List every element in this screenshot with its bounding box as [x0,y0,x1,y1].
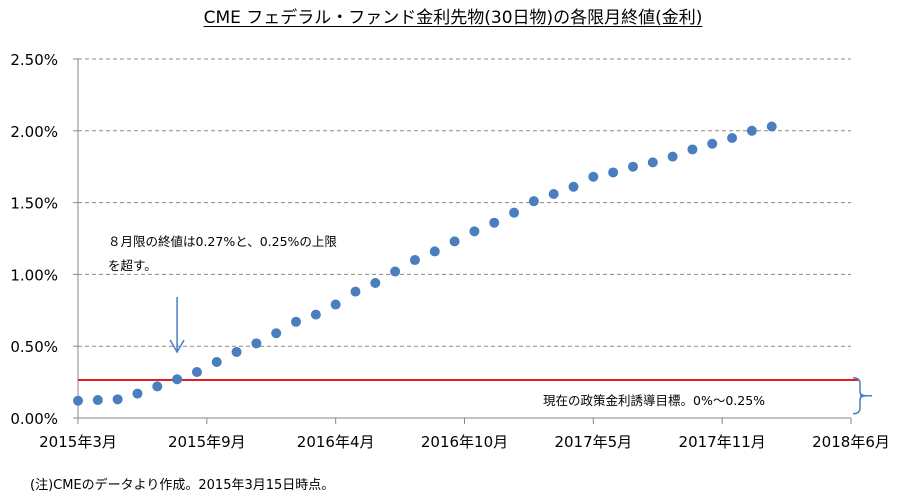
data-point [271,328,282,339]
data-point [449,236,460,247]
data-point [627,161,638,172]
x-tick-label: 2016年4月 [297,433,375,451]
data-point [350,286,361,297]
data-point [330,299,341,310]
annotation-policy-target: 現在の政策金利誘導目標。0%～0.25% [543,393,765,408]
y-tick-label: 1.50% [10,195,58,213]
data-point [291,316,302,327]
data-point [568,181,579,192]
data-point [489,217,500,228]
x-tick-label: 2016年10月 [421,433,508,451]
data-point [647,157,658,168]
y-tick-labels: 0.00% 0.50% 1.00% 1.50% 2.00% 2.50% [10,51,58,428]
annotation-august-line1: ８月限の終値は0.27%と、0.25%の上限 [108,234,337,249]
data-point [727,132,738,143]
data-point [548,188,559,199]
data-point [172,374,183,385]
x-tick-labels: 2015年3月 2015年9月 2016年4月 2016年10月 2017年5月 2017… [39,433,890,451]
data-point [409,255,420,266]
x-tick-label: 2018年6月 [812,433,890,451]
chart-title: CME フェデラル・ファンド金利先物(30日物)の各限月終値(金利) [203,8,703,28]
data-point [251,338,262,349]
data-point [310,309,321,320]
data-point [766,121,777,132]
axes [73,58,852,424]
x-tick-label: 2017年5月 [554,433,632,451]
data-point [687,144,698,155]
y-tick-label: 2.50% [10,51,58,69]
data-point [211,356,222,367]
annotation-august-line2: を超す。 [108,258,157,273]
data-point [73,395,83,406]
data-point [746,125,757,136]
data-point [509,207,520,218]
data-point [608,167,619,178]
data-point [588,171,599,182]
data-point [667,151,678,162]
gridlines [78,58,851,347]
data-point [707,138,718,149]
data-point [231,346,242,357]
data-point [191,367,202,378]
x-tick-label: 2015年9月 [168,433,246,451]
arrow-annotation [169,297,185,354]
y-tick-label: 0.00% [10,410,58,428]
y-tick-label: 2.00% [10,123,58,141]
y-tick-label: 0.50% [10,338,58,356]
data-point [132,388,143,399]
data-point [152,381,163,392]
data-point [92,395,103,406]
y-tick-label: 1.00% [10,266,58,284]
data-point [370,278,381,289]
data-points [73,121,777,406]
x-tick-label: 2015年3月 [39,433,117,451]
data-point [528,196,539,207]
data-point [112,394,123,405]
data-point [390,266,401,277]
footnote: (注)CMEのデータより作成。2015年3月15日時点。 [30,478,335,493]
data-point [429,246,440,257]
data-point [469,226,480,237]
x-tick-label: 2017年11月 [679,433,766,451]
brace-icon [852,377,872,415]
